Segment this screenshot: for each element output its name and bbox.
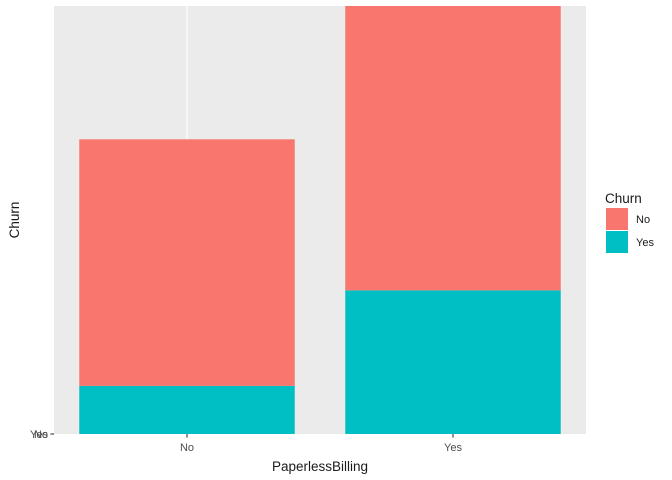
legend: Churn No Yes — [605, 191, 654, 253]
x-tick-label: Yes — [444, 442, 462, 454]
legend-title: Churn — [605, 191, 642, 206]
legend-label: No — [636, 214, 650, 226]
y-tick-label: Yes — [30, 429, 48, 441]
bars — [79, 6, 561, 434]
y-tick-label: No — [34, 429, 48, 441]
x-tick-label: No — [180, 442, 194, 454]
y-axis-title: Churn — [7, 202, 22, 239]
bar-yes-yes — [345, 290, 561, 434]
x-axis: No Yes — [180, 434, 462, 454]
legend-label: Yes — [636, 237, 654, 249]
x-axis-title: PaperlessBilling — [272, 459, 368, 474]
legend-key-no — [606, 208, 628, 230]
bar-yes-no — [345, 6, 561, 291]
legend-key-yes — [606, 231, 628, 253]
bar-no-no — [79, 139, 295, 386]
bar-no-yes — [79, 385, 295, 434]
